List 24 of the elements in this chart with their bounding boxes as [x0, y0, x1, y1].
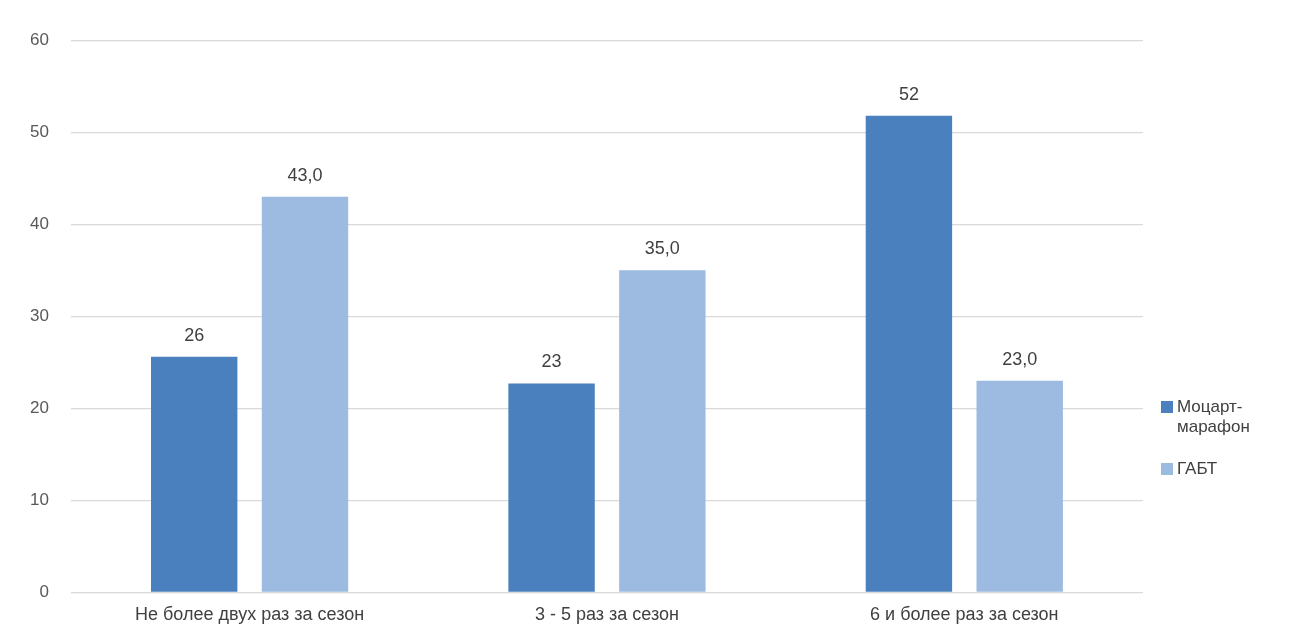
y-tick-label: 10 — [29, 490, 49, 510]
y-tick-label: 30 — [29, 305, 49, 325]
x-tick-label: 3 - 5 раз за сезон — [534, 604, 679, 625]
legend-label: ГАБТ — [1177, 459, 1219, 479]
bar — [150, 356, 238, 592]
bar — [865, 115, 953, 592]
y-tick-label: 60 — [29, 29, 49, 49]
bar — [508, 383, 595, 592]
legend-label: Моцарт-марафон — [1177, 397, 1251, 437]
data-label: 52 — [898, 83, 919, 104]
y-tick-label: 20 — [29, 398, 49, 418]
y-tick-label: 50 — [29, 121, 49, 141]
data-label: 26 — [184, 324, 205, 345]
data-label: 23 — [541, 351, 562, 372]
bar — [976, 380, 1063, 592]
bar — [619, 270, 706, 592]
x-tick-label: Не более двух раз за сезон — [135, 604, 365, 625]
data-label: 35,0 — [644, 238, 680, 259]
y-tick-label: 0 — [39, 582, 49, 602]
data-label: 23,0 — [1002, 348, 1038, 369]
x-tick-label: 6 и более раз за сезон — [870, 604, 1059, 625]
bar — [261, 196, 349, 592]
y-tick-label: 40 — [29, 213, 49, 233]
data-label: 43,0 — [287, 164, 323, 185]
